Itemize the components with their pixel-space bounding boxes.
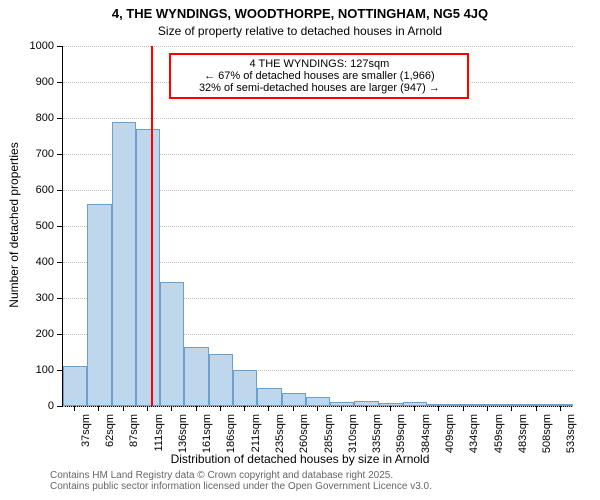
xtick-label: 87sqm: [128, 414, 140, 464]
histogram-bar: [63, 366, 87, 406]
gridline: [63, 46, 573, 47]
footnote-line: Contains HM Land Registry data © Crown c…: [50, 470, 432, 481]
xtick-mark: [98, 406, 99, 411]
histogram-bar: [403, 402, 427, 406]
histogram-bar: [379, 403, 403, 406]
xtick-label: 62sqm: [104, 414, 116, 464]
ytick-mark: [57, 46, 62, 47]
xtick-mark: [463, 406, 464, 411]
xtick-label: 483sqm: [517, 414, 529, 464]
xtick-mark: [487, 406, 488, 411]
xtick-mark: [244, 406, 245, 411]
xtick-mark: [536, 406, 537, 411]
xtick-label: 434sqm: [468, 414, 480, 464]
xtick-label: 335sqm: [371, 414, 383, 464]
ytick-label: 600: [14, 184, 54, 196]
xtick-mark: [390, 406, 391, 411]
xtick-mark: [147, 406, 148, 411]
xtick-label: 384sqm: [420, 414, 432, 464]
ytick-label: 100: [14, 364, 54, 376]
histogram-bar: [87, 204, 111, 406]
histogram-bar: [330, 402, 354, 406]
xtick-mark: [341, 406, 342, 411]
xtick-mark: [74, 406, 75, 411]
callout-line: 32% of semi-detached houses are larger (…: [174, 82, 464, 94]
xtick-label: 533sqm: [565, 414, 577, 464]
callout-box: 4 THE WYNDINGS: 127sqm← 67% of detached …: [169, 53, 469, 99]
histogram-bar: [257, 388, 281, 406]
histogram-bar: [209, 354, 233, 406]
ytick-mark: [57, 370, 62, 371]
xtick-mark: [317, 406, 318, 411]
callout-line: 4 THE WYNDINGS: 127sqm: [174, 58, 464, 70]
xtick-label: 285sqm: [323, 414, 335, 464]
ytick-mark: [57, 118, 62, 119]
histogram-bar: [160, 282, 184, 406]
ytick-mark: [57, 262, 62, 263]
xtick-label: 37sqm: [80, 414, 92, 464]
ytick-mark: [57, 82, 62, 83]
xtick-label: 111sqm: [153, 414, 165, 464]
footnote-line: Contains public sector information licen…: [50, 481, 432, 492]
marker-line: [151, 46, 153, 406]
histogram-bar: [354, 401, 378, 406]
xtick-mark: [560, 406, 561, 411]
histogram-bar: [184, 347, 208, 406]
ytick-mark: [57, 226, 62, 227]
xtick-label: 186sqm: [225, 414, 237, 464]
ytick-label: 900: [14, 76, 54, 88]
xtick-mark: [438, 406, 439, 411]
xtick-label: 161sqm: [201, 414, 213, 464]
xtick-label: 235sqm: [274, 414, 286, 464]
ytick-mark: [57, 406, 62, 407]
ytick-label: 0: [14, 400, 54, 412]
xtick-mark: [220, 406, 221, 411]
ytick-label: 300: [14, 292, 54, 304]
histogram-bar: [427, 404, 451, 406]
histogram-bar: [500, 404, 524, 406]
ytick-label: 700: [14, 148, 54, 160]
xtick-label: 409sqm: [444, 414, 456, 464]
footnote-block: Contains HM Land Registry data © Crown c…: [50, 470, 432, 492]
chart-title-line1: 4, THE WYNDINGS, WOODTHORPE, NOTTINGHAM,…: [0, 6, 600, 21]
ytick-label: 500: [14, 220, 54, 232]
xtick-mark: [171, 406, 172, 411]
xtick-label: 459sqm: [493, 414, 505, 464]
histogram-bar: [233, 370, 257, 406]
gridline: [63, 406, 573, 407]
chart-title-line2: Size of property relative to detached ho…: [0, 24, 600, 38]
xtick-label: 260sqm: [298, 414, 310, 464]
xtick-mark: [293, 406, 294, 411]
xtick-label: 211sqm: [250, 414, 262, 464]
xtick-mark: [414, 406, 415, 411]
xtick-label: 508sqm: [541, 414, 553, 464]
histogram-bar: [282, 393, 306, 406]
histogram-bar: [549, 404, 573, 406]
callout-line: ← 67% of detached houses are smaller (1,…: [174, 70, 464, 82]
histogram-bar: [306, 397, 330, 406]
histogram-bar: [524, 404, 548, 406]
ytick-mark: [57, 334, 62, 335]
gridline: [63, 118, 573, 119]
ytick-label: 800: [14, 112, 54, 124]
xtick-label: 359sqm: [395, 414, 407, 464]
xtick-label: 136sqm: [177, 414, 189, 464]
ytick-mark: [57, 190, 62, 191]
xtick-mark: [511, 406, 512, 411]
ytick-label: 200: [14, 328, 54, 340]
xtick-mark: [366, 406, 367, 411]
ytick-label: 400: [14, 256, 54, 268]
histogram-bar: [136, 129, 160, 406]
ytick-label: 1000: [14, 40, 54, 52]
ytick-mark: [57, 298, 62, 299]
histogram-bar: [112, 122, 136, 406]
xtick-mark: [123, 406, 124, 411]
plot-area: 4 THE WYNDINGS: 127sqm← 67% of detached …: [62, 46, 573, 407]
xtick-mark: [196, 406, 197, 411]
ytick-mark: [57, 154, 62, 155]
histogram-bar: [452, 404, 476, 406]
xtick-mark: [268, 406, 269, 411]
xtick-label: 310sqm: [347, 414, 359, 464]
